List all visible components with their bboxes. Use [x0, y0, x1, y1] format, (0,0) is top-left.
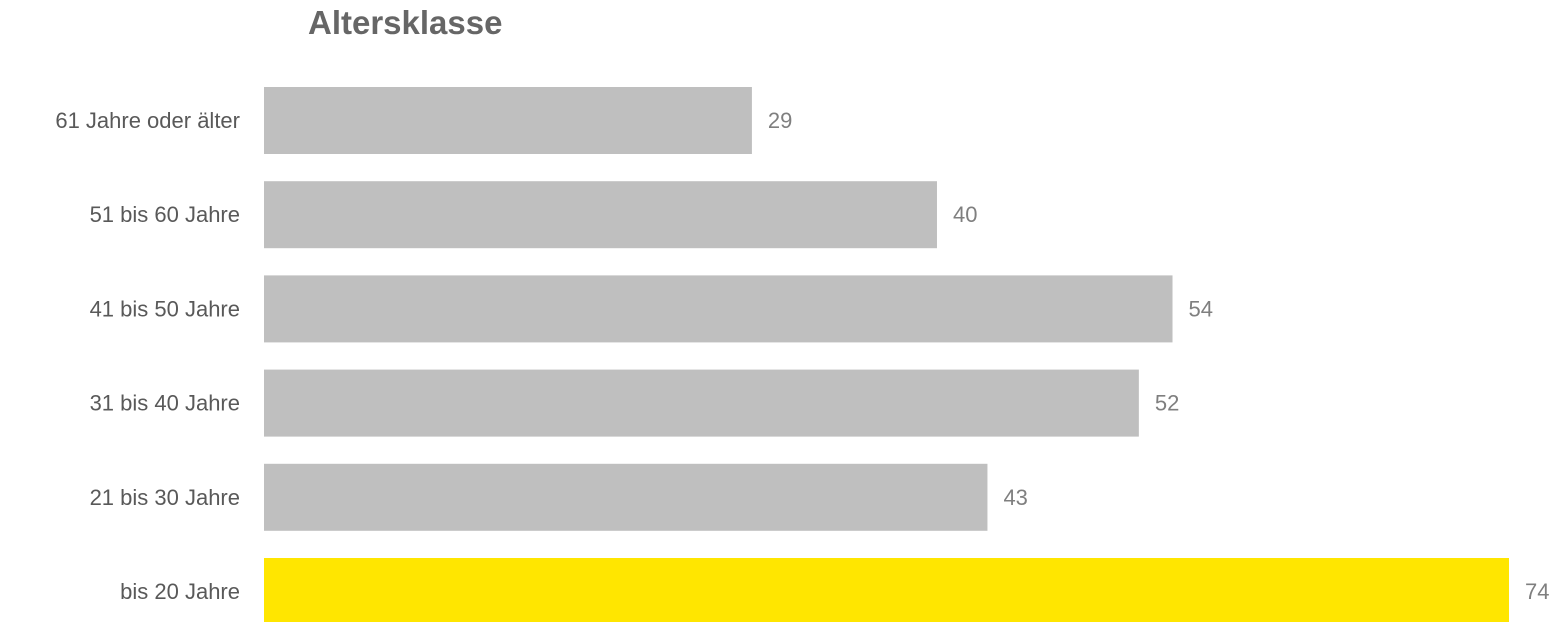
value-label: 74 — [1525, 579, 1549, 604]
value-label: 40 — [953, 202, 977, 227]
category-label: bis 20 Jahre — [120, 579, 240, 604]
bar — [264, 87, 752, 154]
category-label: 51 bis 60 Jahre — [90, 202, 240, 227]
bar — [264, 463, 988, 531]
category-label: 21 bis 30 Jahre — [90, 485, 240, 510]
bar — [264, 181, 937, 249]
category-label: 31 bis 40 Jahre — [90, 391, 240, 416]
category-label: 41 bis 50 Jahre — [90, 296, 240, 321]
bars-group — [264, 87, 1509, 622]
labels-group: 61 Jahre oder älter 29 51 bis 60 Jahre 40 41… — [55, 108, 1549, 604]
bar — [264, 369, 1139, 437]
category-label: 61 Jahre oder älter — [55, 108, 240, 133]
value-label: 43 — [1003, 485, 1027, 510]
value-label: 29 — [768, 108, 792, 133]
value-label: 52 — [1155, 391, 1179, 416]
bar — [264, 558, 1509, 622]
bar — [264, 275, 1173, 343]
value-label: 54 — [1189, 296, 1213, 321]
chart-title: Altersklasse — [308, 4, 503, 41]
